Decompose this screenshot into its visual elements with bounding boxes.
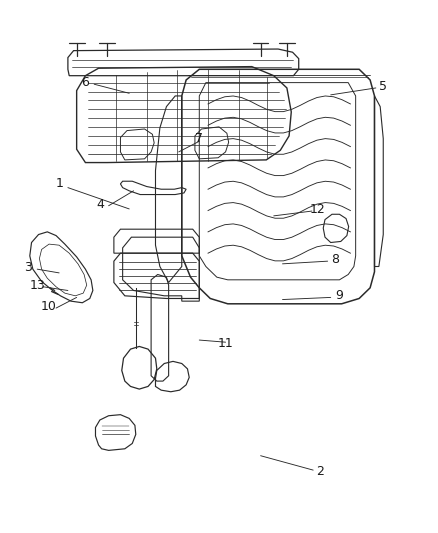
- Text: 3: 3: [25, 261, 32, 274]
- Text: 13: 13: [29, 279, 45, 292]
- Text: 9: 9: [336, 289, 343, 302]
- Text: 7: 7: [195, 132, 203, 145]
- Text: 5: 5: [379, 80, 387, 93]
- Text: 11: 11: [218, 337, 233, 350]
- Text: 6: 6: [81, 76, 89, 89]
- Text: 8: 8: [331, 253, 339, 266]
- Text: 10: 10: [40, 300, 56, 313]
- Text: 4: 4: [97, 198, 105, 211]
- Text: 2: 2: [316, 465, 324, 478]
- Text: 12: 12: [310, 203, 325, 216]
- Text: 1: 1: [55, 177, 63, 190]
